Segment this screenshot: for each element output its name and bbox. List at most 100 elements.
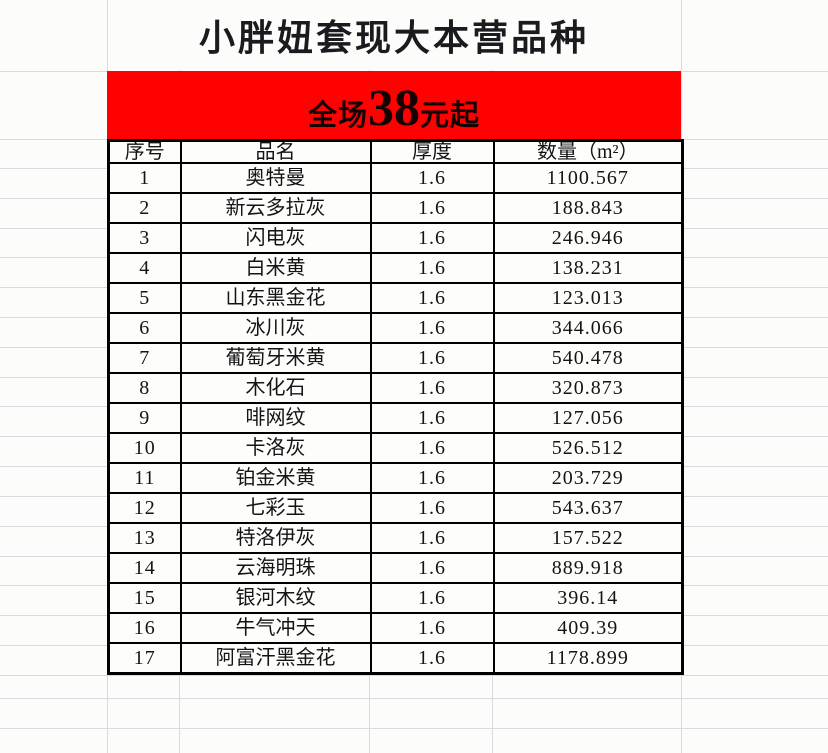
table-row: 6 冰川灰 1.6 344.066 — [107, 311, 684, 344]
cell-index[interactable]: 4 — [107, 251, 182, 284]
gridline-horizontal — [0, 728, 828, 729]
cell-name[interactable]: 奥特曼 — [179, 162, 372, 194]
cell-name[interactable]: 卡洛灰 — [179, 431, 372, 464]
table-row: 12 七彩玉 1.6 543.637 — [107, 491, 684, 524]
cell-quantity[interactable]: 1178.899 — [492, 641, 684, 675]
table-row: 14 云海明珠 1.6 889.918 — [107, 551, 684, 584]
cell-thickness[interactable]: 1.6 — [369, 491, 495, 524]
cell-index[interactable]: 6 — [107, 311, 182, 344]
banner-suffix: 元起 — [420, 100, 481, 132]
cell-name[interactable]: 银河木纹 — [179, 581, 372, 614]
col-header-thickness[interactable]: 厚度 — [369, 139, 495, 164]
cell-name[interactable]: 云海明珠 — [179, 551, 372, 584]
cell-quantity[interactable]: 540.478 — [492, 341, 684, 374]
banner-price: 38 — [368, 80, 420, 137]
sheet-title-cell[interactable]: 小胖妞套现大本营品种 — [108, 0, 680, 70]
cell-index[interactable]: 10 — [107, 431, 182, 464]
cell-name[interactable]: 特洛伊灰 — [179, 521, 372, 554]
cell-thickness[interactable]: 1.6 — [369, 371, 495, 404]
cell-thickness[interactable]: 1.6 — [369, 521, 495, 554]
cell-quantity[interactable]: 889.918 — [492, 551, 684, 584]
cell-thickness[interactable]: 1.6 — [369, 221, 495, 254]
col-header-quantity[interactable]: 数量（m²） — [492, 139, 684, 164]
cell-name[interactable]: 葡萄牙米黄 — [179, 341, 372, 374]
cell-index[interactable]: 9 — [107, 401, 182, 434]
cell-name[interactable]: 山东黑金花 — [179, 281, 372, 314]
cell-name[interactable]: 七彩玉 — [179, 491, 372, 524]
table-row: 4 白米黄 1.6 138.231 — [107, 251, 684, 284]
table-row: 7 葡萄牙米黄 1.6 540.478 — [107, 341, 684, 374]
cell-index[interactable]: 14 — [107, 551, 182, 584]
cell-index[interactable]: 15 — [107, 581, 182, 614]
cell-thickness[interactable]: 1.6 — [369, 281, 495, 314]
cell-quantity[interactable]: 1100.567 — [492, 162, 684, 194]
cell-quantity[interactable]: 157.522 — [492, 521, 684, 554]
cell-quantity[interactable]: 138.231 — [492, 251, 684, 284]
cell-quantity[interactable]: 344.066 — [492, 311, 684, 344]
table-row: 16 牛气冲天 1.6 409.39 — [107, 611, 684, 644]
cell-name[interactable]: 冰川灰 — [179, 311, 372, 344]
table-row: 11 铂金米黄 1.6 203.729 — [107, 461, 684, 494]
cell-name[interactable]: 啡网纹 — [179, 401, 372, 434]
col-header-index[interactable]: 序号 — [107, 139, 182, 164]
cell-quantity[interactable]: 246.946 — [492, 221, 684, 254]
banner-prefix: 全场 — [307, 100, 368, 132]
cell-name[interactable]: 白米黄 — [179, 251, 372, 284]
cell-name[interactable]: 牛气冲天 — [179, 611, 372, 644]
cell-name[interactable]: 木化石 — [179, 371, 372, 404]
table-row: 5 山东黑金花 1.6 123.013 — [107, 281, 684, 314]
cell-thickness[interactable]: 1.6 — [369, 191, 495, 224]
cell-quantity[interactable]: 188.843 — [492, 191, 684, 224]
cell-thickness[interactable]: 1.6 — [369, 641, 495, 675]
cell-index[interactable]: 3 — [107, 221, 182, 254]
gridline-horizontal — [0, 675, 828, 676]
table-row: 3 闪电灰 1.6 246.946 — [107, 221, 684, 254]
table-row: 2 新云多拉灰 1.6 188.843 — [107, 191, 684, 224]
cell-index[interactable]: 5 — [107, 281, 182, 314]
col-header-name[interactable]: 品名 — [179, 139, 372, 164]
cell-thickness[interactable]: 1.6 — [369, 401, 495, 434]
cell-quantity[interactable]: 543.637 — [492, 491, 684, 524]
cell-quantity[interactable]: 526.512 — [492, 431, 684, 464]
cell-index[interactable]: 2 — [107, 191, 182, 224]
cell-thickness[interactable]: 1.6 — [369, 551, 495, 584]
cell-thickness[interactable]: 1.6 — [369, 581, 495, 614]
cell-index[interactable]: 7 — [107, 341, 182, 374]
cell-index[interactable]: 1 — [107, 162, 182, 194]
cell-index[interactable]: 17 — [107, 641, 182, 675]
promo-banner-text: 全场38元起 — [107, 79, 681, 138]
cell-quantity[interactable]: 320.873 — [492, 371, 684, 404]
table-row: 8 木化石 1.6 320.873 — [107, 371, 684, 404]
table-row: 13 特洛伊灰 1.6 157.522 — [107, 521, 684, 554]
cell-thickness[interactable]: 1.6 — [369, 341, 495, 374]
cell-index[interactable]: 11 — [107, 461, 182, 494]
cell-name[interactable]: 闪电灰 — [179, 221, 372, 254]
cell-index[interactable]: 8 — [107, 371, 182, 404]
cell-quantity[interactable]: 203.729 — [492, 461, 684, 494]
table-body: 1 奥特曼 1.6 1100.567 2 新云多拉灰 1.6 188.843 3 闪电灰 1.6 24… — [107, 162, 684, 675]
table-row: 17 阿富汗黑金花 1.6 1178.899 — [107, 641, 684, 675]
cell-index[interactable]: 13 — [107, 521, 182, 554]
cell-quantity[interactable]: 123.013 — [492, 281, 684, 314]
products-table: 序号 品名 厚度 数量（m²） 1 奥特曼 1.6 1100.567 2 新云多拉灰 1.6… — [107, 139, 684, 675]
cell-thickness[interactable]: 1.6 — [369, 251, 495, 284]
cell-thickness[interactable]: 1.6 — [369, 461, 495, 494]
table-row: 10 卡洛灰 1.6 526.512 — [107, 431, 684, 464]
cell-index[interactable]: 16 — [107, 611, 182, 644]
gridline-horizontal — [0, 698, 828, 699]
cell-index[interactable]: 12 — [107, 491, 182, 524]
cell-thickness[interactable]: 1.6 — [369, 311, 495, 344]
cell-thickness[interactable]: 1.6 — [369, 162, 495, 194]
cell-quantity[interactable]: 409.39 — [492, 611, 684, 644]
cell-name[interactable]: 铂金米黄 — [179, 461, 372, 494]
cell-thickness[interactable]: 1.6 — [369, 611, 495, 644]
cell-name[interactable]: 新云多拉灰 — [179, 191, 372, 224]
promo-banner-cell[interactable]: 全场38元起 — [107, 71, 681, 139]
cell-quantity[interactable]: 127.056 — [492, 401, 684, 434]
header-row: 序号 品名 厚度 数量（m²） — [107, 139, 684, 164]
cell-name[interactable]: 阿富汗黑金花 — [179, 641, 372, 675]
cell-quantity[interactable]: 396.14 — [492, 581, 684, 614]
cell-thickness[interactable]: 1.6 — [369, 431, 495, 464]
table-row: 1 奥特曼 1.6 1100.567 — [107, 162, 684, 194]
